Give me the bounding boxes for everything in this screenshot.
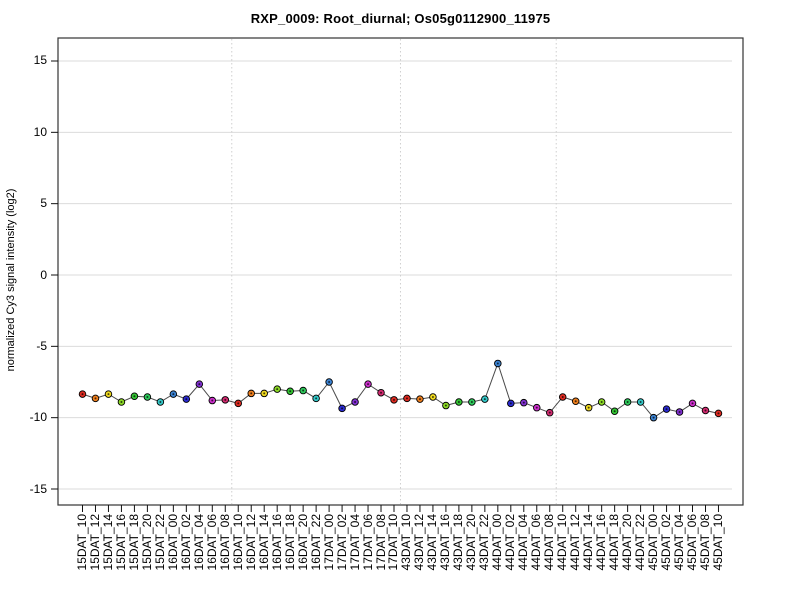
data-point-center-dot [470,400,473,403]
x-tick-label-text: 15DAT_14 [100,514,115,571]
data-point-center-dot [159,400,162,403]
data-point-center-dot [535,406,538,409]
data-point-center-dot [639,400,642,403]
data-point-center-dot [587,406,590,409]
x-tick-label-text: 15DAT_16 [113,514,128,571]
x-tick-label-text: 16DAT_16 [269,514,284,571]
y-tick-label: -5 [36,338,47,353]
data-point-center-dot [172,393,175,396]
data-point-center-dot [548,411,551,414]
data-point-center-dot [704,409,707,412]
data-point-center-dot [367,383,370,386]
y-tick-label: 5 [40,196,47,211]
data-point-center-dot [652,416,655,419]
data-point-center-dot [405,397,408,400]
data-point-center-dot [237,402,240,405]
x-tick-label-text: 16DAT_22 [308,514,323,571]
data-point-center-dot [302,389,305,392]
chart-title: RXP_0009: Root_diurnal; Os05g0112900_119… [250,11,551,26]
data-point-center-dot [328,381,331,384]
data-point-center-dot [496,362,499,365]
x-tick-label-text: 17DAT_06 [360,514,375,571]
data-point-center-dot [717,412,720,415]
data-point-center-dot [198,383,201,386]
x-tick-label-text: 15DAT_20 [139,514,154,571]
x-tick-label-text: 15DAT_22 [152,514,167,571]
y-tick-label: 15 [33,53,47,68]
plot-border [57,37,744,506]
y-tick-label: 0 [40,267,47,282]
x-tick-label: 45DAT_10 [711,514,768,570]
data-point-center-dot [522,401,525,404]
x-tick-label-text: 16DAT_10 [230,514,245,571]
data-point-center-dot [380,391,383,394]
y-tick-label: 10 [33,124,47,139]
x-tick-label-text: 16DAT_08 [217,514,232,571]
data-point-center-dot [354,400,357,403]
x-tick-label-text: 16DAT_06 [204,514,219,571]
data-point-center-dot [250,392,253,395]
data-point-center-dot [120,400,123,403]
data-point-center-dot [81,393,84,396]
data-point-center-dot [276,388,279,391]
x-tick-label-text: 17DAT_00 [321,514,336,571]
data-point-center-dot [574,400,577,403]
x-tick-label-text: 17DAT_02 [334,514,349,571]
x-tick-label-text: 16DAT_12 [243,514,258,571]
x-tick-label-text: 16DAT_18 [282,514,297,571]
data-point-center-dot [626,400,629,403]
x-tick-label-text: 15DAT_18 [126,514,141,571]
data-point-center-dot [146,395,149,398]
data-point-center-dot [185,398,188,401]
data-point-center-dot [211,399,214,402]
data-point-center-dot [133,395,136,398]
x-tick-label-text: 16DAT_20 [295,514,310,571]
y-tick-label: -10 [29,410,47,425]
data-point-center-dot [691,402,694,405]
data-point-center-dot [457,400,460,403]
data-point-center-dot [263,392,266,395]
data-point-center-dot [94,397,97,400]
x-tick-label-text: 16DAT_04 [191,514,206,571]
data-point-center-dot [315,397,318,400]
x-tick-label-text: 16DAT_00 [165,514,180,571]
data-point-center-dot [431,395,434,398]
data-point-center-dot [341,407,344,410]
x-tick-label-text: 17DAT_04 [347,514,362,571]
data-point-center-dot [107,393,110,396]
data-point-center-dot [509,402,512,405]
y-tick-label: -15 [29,481,47,496]
x-tick-label-text: 16DAT_14 [256,514,271,571]
data-point-center-dot [613,410,616,413]
data-point-center-dot [600,400,603,403]
data-point-center-dot [444,404,447,407]
x-tick-label-text: 16DAT_02 [178,514,193,571]
data-point-center-dot [678,410,681,413]
data-point-center-dot [224,398,227,401]
data-point-center-dot [561,395,564,398]
data-point-center-dot [483,398,486,401]
data-point-center-dot [418,398,421,401]
data-point-center-dot [665,408,668,411]
data-point-center-dot [392,398,395,401]
x-tick-label-text: 45DAT_10 [710,514,725,571]
data-point-center-dot [289,390,292,393]
